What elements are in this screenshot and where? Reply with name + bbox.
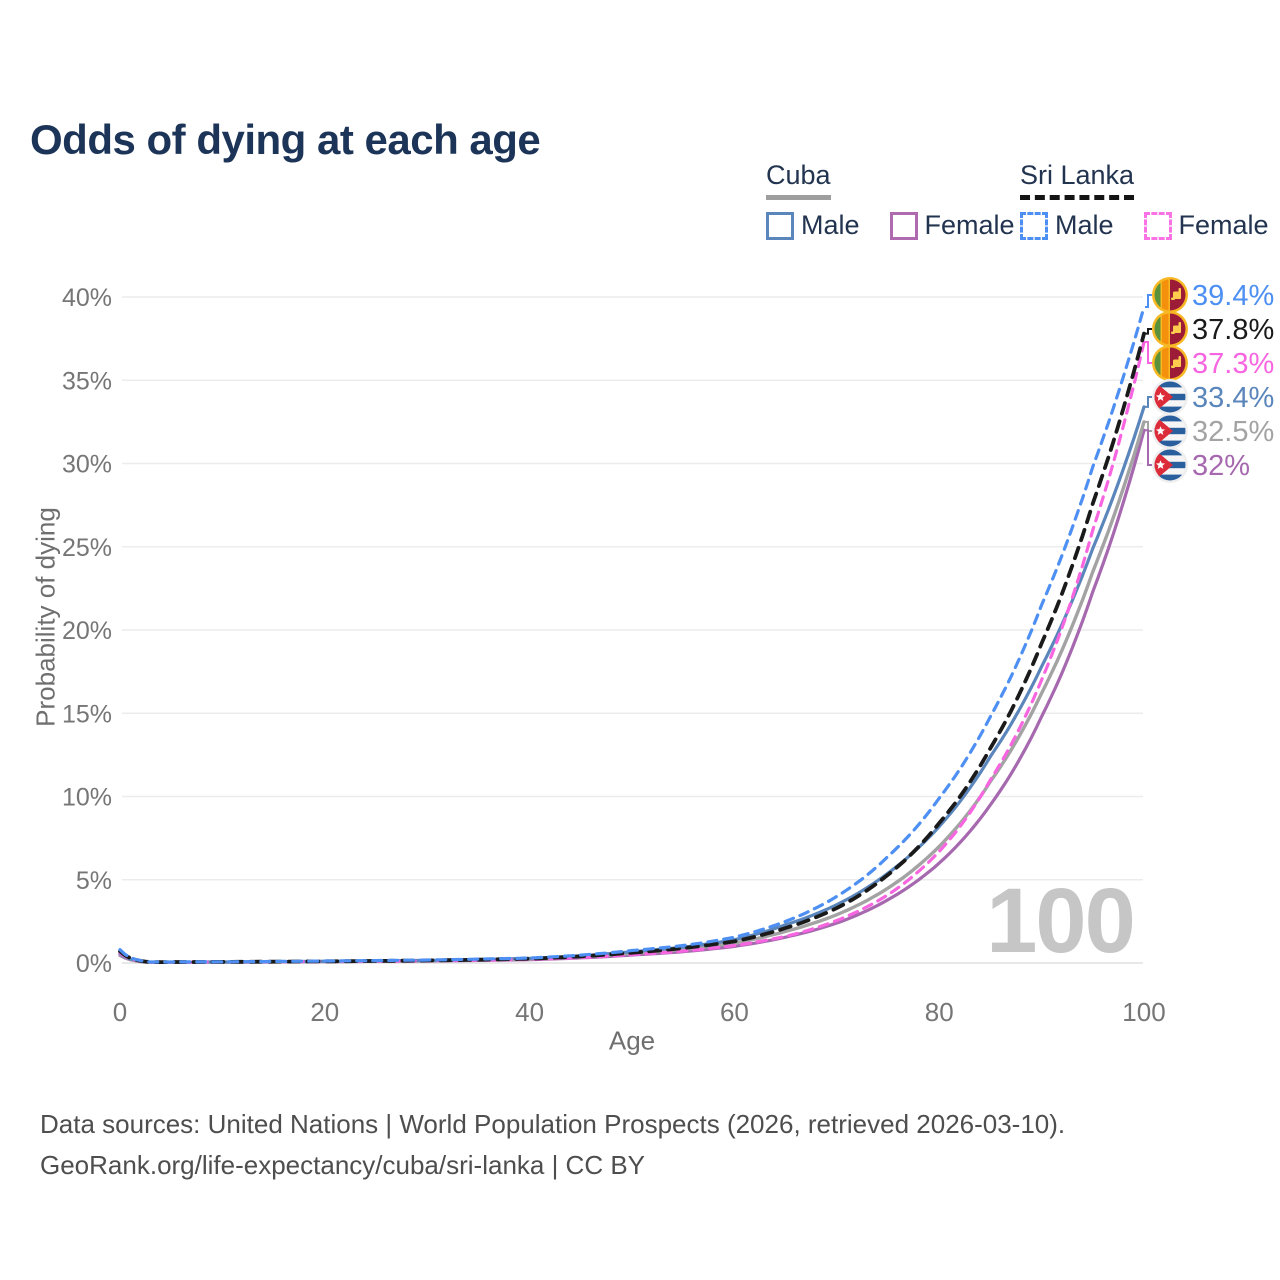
page-title: Odds of dying at each age [30, 116, 541, 164]
age-watermark: 100 [986, 870, 1134, 972]
sri-lanka-flag-icon [1152, 276, 1188, 313]
end-label-connector [1145, 420, 1152, 432]
legend-group-cuba: Cuba Male Female [766, 160, 1015, 241]
cuba-male-swatch-icon [766, 211, 794, 240]
end-label-cuba-female: 32% [1145, 429, 1250, 483]
x-tick-label: 60 [720, 997, 749, 1027]
end-label-value: 37.8% [1192, 314, 1274, 346]
end-label-sri-lanka-male: 39.4% [1145, 276, 1274, 313]
end-label-value: 37.3% [1192, 348, 1274, 380]
sri-lanka-male-swatch-icon [1020, 211, 1048, 240]
legend-header-sri-lanka[interactable]: Sri Lanka [1020, 160, 1135, 200]
y-axis-title: Probability of dying [30, 507, 61, 727]
y-tick-label: 10% [62, 784, 112, 812]
y-tick-label: 15% [62, 700, 112, 728]
legend-item-cuba-female[interactable]: Female [889, 210, 1015, 241]
legend-item-cuba-male[interactable]: Male [766, 210, 860, 241]
series-line-sri-lanka-male[interactable] [118, 305, 1146, 964]
end-label-connector [1145, 429, 1152, 466]
y-tick-label: 30% [62, 451, 112, 479]
end-label-connector [1145, 328, 1152, 335]
y-tick-label: 5% [76, 867, 112, 895]
end-label-cuba-both-sexes: 32.5% [1145, 412, 1274, 449]
legend-label: Male [1055, 210, 1114, 240]
x-axis-title: Age [608, 1025, 656, 1056]
legend-group-sri-lanka: Sri Lanka Male Female [1020, 160, 1269, 241]
legend-items-cuba: Male Female [766, 210, 1015, 241]
cuba-flag-icon [1152, 446, 1188, 483]
x-tick-label: 80 [925, 997, 954, 1027]
end-label-cuba-male: 33.4% [1145, 378, 1274, 415]
end-label-value: 33.4% [1192, 382, 1274, 414]
x-tick-label: 100 [1122, 997, 1165, 1027]
sri-lanka-flag-icon [1152, 310, 1188, 347]
footer-attribution: GeoRank.org/life-expectancy/cuba/sri-lan… [40, 1150, 646, 1180]
cuba-flag-icon [1152, 412, 1188, 449]
end-label-sri-lanka-female: 37.3% [1145, 341, 1274, 381]
sri-lanka-female-swatch-icon [1143, 211, 1172, 240]
footer: Data sources: United Nations | World Pop… [40, 1104, 1065, 1186]
x-tick-label: 40 [515, 997, 544, 1027]
y-tick-label: 25% [62, 534, 112, 562]
legend-header-cuba[interactable]: Cuba [766, 160, 831, 200]
series-line-sri-lanka-both-sexes[interactable] [118, 331, 1146, 964]
cuba-flag-icon [1152, 378, 1188, 415]
legend-label: Female [1178, 210, 1269, 240]
legend-label: Male [801, 210, 860, 240]
x-tick-label: 20 [310, 997, 339, 1027]
y-tick-label: 20% [62, 617, 112, 645]
legend-label: Female [924, 210, 1015, 240]
end-label-connector [1145, 396, 1152, 408]
end-label-connector [1145, 341, 1152, 364]
y-tick-label: 35% [62, 367, 112, 395]
end-label-connector [1145, 294, 1152, 308]
end-label-value: 32% [1192, 450, 1250, 482]
sri-lanka-flag-icon [1152, 344, 1188, 381]
y-tick-label: 40% [62, 284, 112, 312]
legend-item-sri-lanka-female[interactable]: Female [1143, 210, 1269, 241]
end-label-sri-lanka-both-sexes: 37.8% [1145, 310, 1274, 347]
legend-items-sri-lanka: Male Female [1020, 210, 1269, 241]
cuba-female-swatch-icon [889, 211, 918, 240]
end-label-value: 39.4% [1192, 280, 1274, 312]
end-label-value: 32.5% [1192, 416, 1274, 448]
y-tick-label: 0% [76, 950, 112, 978]
footer-data-sources: Data sources: United Nations | World Pop… [40, 1109, 1066, 1139]
legend-item-sri-lanka-male[interactable]: Male [1020, 210, 1114, 241]
x-tick-label: 0 [113, 997, 127, 1027]
series-line-sri-lanka-female[interactable] [118, 340, 1146, 964]
